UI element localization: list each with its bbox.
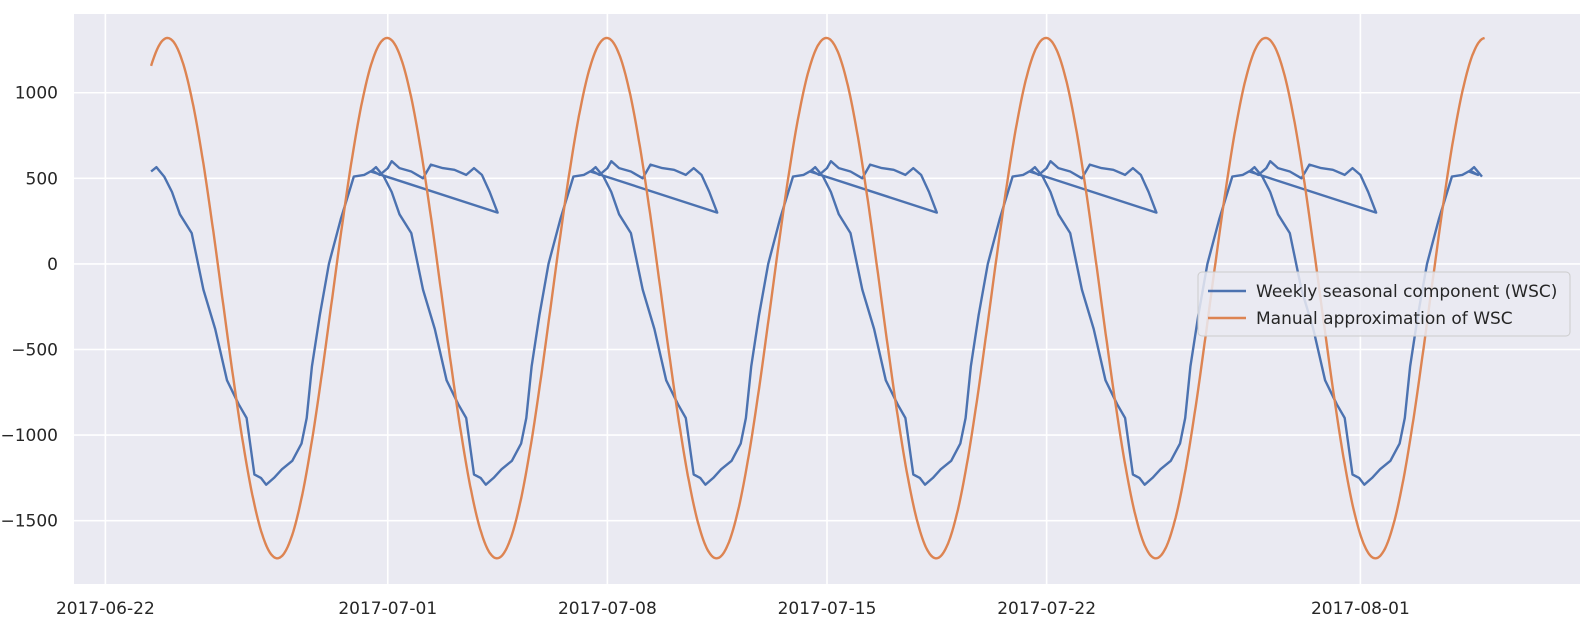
legend-label-manual: Manual approximation of WSC: [1256, 309, 1513, 329]
y-tick-label: −500: [11, 340, 58, 360]
legend: Weekly seasonal component (WSC) Manual a…: [1197, 271, 1571, 337]
y-tick-label: −1500: [0, 512, 58, 532]
x-tick-label: 2017-07-15: [778, 599, 877, 619]
series-line-manual: [149, 36, 1485, 560]
x-tick-label: 2017-08-01: [1311, 599, 1410, 619]
series-layer: [149, 36, 1485, 560]
tick-labels: 2017-06-22 2017-07-01 2017-07-08 2017-07-15…: [0, 84, 1409, 619]
x-tick-label: 2017-07-01: [338, 599, 437, 619]
x-tick-label: 2017-07-22: [997, 599, 1096, 619]
grid: [74, 14, 1580, 584]
y-tick-label: 500: [26, 169, 58, 189]
y-tick-label: −1000: [0, 426, 58, 446]
x-tick-label: 2017-06-22: [56, 599, 155, 619]
series-line-wsc: [150, 160, 1483, 486]
legend-box: [1197, 271, 1571, 337]
legend-label-wsc: Weekly seasonal component (WSC): [1256, 282, 1557, 302]
y-tick-label: 1000: [15, 84, 58, 104]
y-tick-label: 0: [47, 255, 58, 275]
x-tick-label: 2017-07-08: [558, 599, 657, 619]
